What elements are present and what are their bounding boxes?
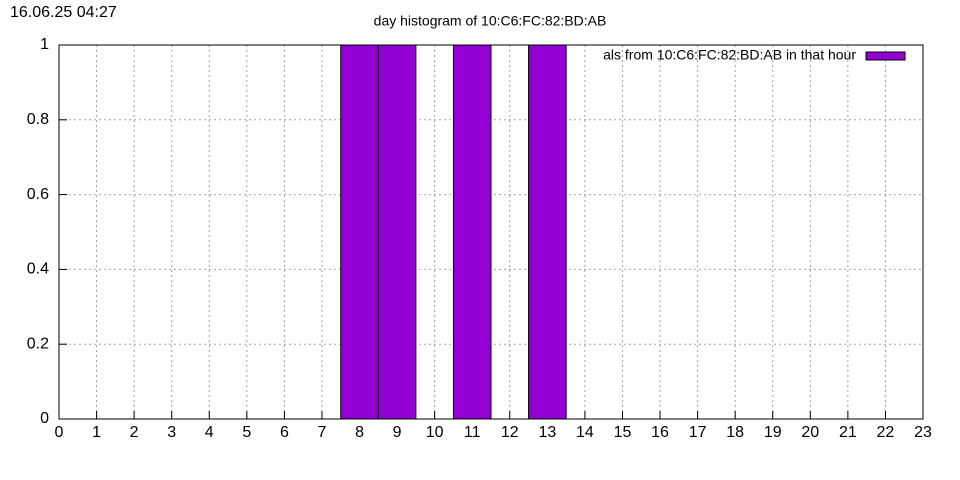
x-tick-label: 3 xyxy=(167,424,176,441)
x-tick-label: 11 xyxy=(464,424,481,441)
plot-border xyxy=(58,44,924,420)
legend-label: als from 10:C6:FC:82:BD:AB in that hour xyxy=(603,47,856,63)
x-tick-label: 6 xyxy=(280,424,289,441)
x-tick-label: 7 xyxy=(318,424,327,441)
x-tick-label: 14 xyxy=(576,424,594,441)
x-tick-label: 20 xyxy=(801,424,819,441)
bar xyxy=(377,44,417,420)
x-tick-label: 16 xyxy=(651,424,669,441)
x-tick-label: 0 xyxy=(55,424,64,441)
x-tick-label: 22 xyxy=(877,424,895,441)
y-tick-label: 0.6 xyxy=(27,186,49,203)
x-tick-label: 8 xyxy=(355,424,364,441)
timestamp: 16.06.25 04:27 xyxy=(10,4,117,21)
chart-title: day histogram of 10:C6:FC:82:BD:AB xyxy=(374,13,607,29)
bar xyxy=(340,44,379,420)
y-tick-label: 0 xyxy=(40,410,49,427)
y-tick-label: 0.8 xyxy=(27,111,49,128)
x-tick-label: 15 xyxy=(614,424,632,441)
x-tick-label: 4 xyxy=(205,424,214,441)
bar xyxy=(452,44,492,420)
x-tick-label: 13 xyxy=(538,424,556,441)
y-tick-label: 0.2 xyxy=(27,335,49,352)
x-tick-label: 18 xyxy=(726,424,744,441)
y-tick-label: 1 xyxy=(40,36,49,53)
legend-swatch xyxy=(865,51,906,61)
x-tick-label: 10 xyxy=(426,424,444,441)
x-tick-label: 21 xyxy=(839,424,857,441)
x-tick-label: 19 xyxy=(764,424,782,441)
bar xyxy=(528,44,567,420)
x-tick-label: 17 xyxy=(689,424,707,441)
y-tick-label: 0.4 xyxy=(27,261,49,278)
x-tick-label: 9 xyxy=(393,424,402,441)
x-tick-label: 12 xyxy=(501,424,519,441)
x-tick-label: 23 xyxy=(914,424,932,441)
x-tick-label: 2 xyxy=(130,424,139,441)
x-tick-label: 5 xyxy=(242,424,251,441)
x-tick-label: 1 xyxy=(92,424,101,441)
